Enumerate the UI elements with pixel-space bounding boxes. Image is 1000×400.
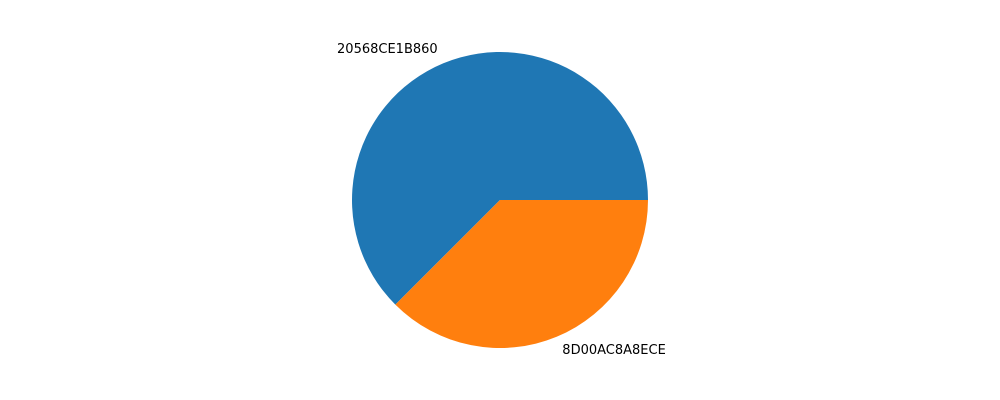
pie-slices xyxy=(351,51,648,348)
pie-label-1: 20568CE1B860 xyxy=(337,42,438,57)
pie-slice-2 xyxy=(395,200,648,348)
pie-label-2: 8D00AC8A8ECE xyxy=(562,343,666,358)
pie-labels: 20568CE1B860 8D00AC8A8ECE xyxy=(337,42,666,358)
pie-slice-1 xyxy=(351,51,648,305)
